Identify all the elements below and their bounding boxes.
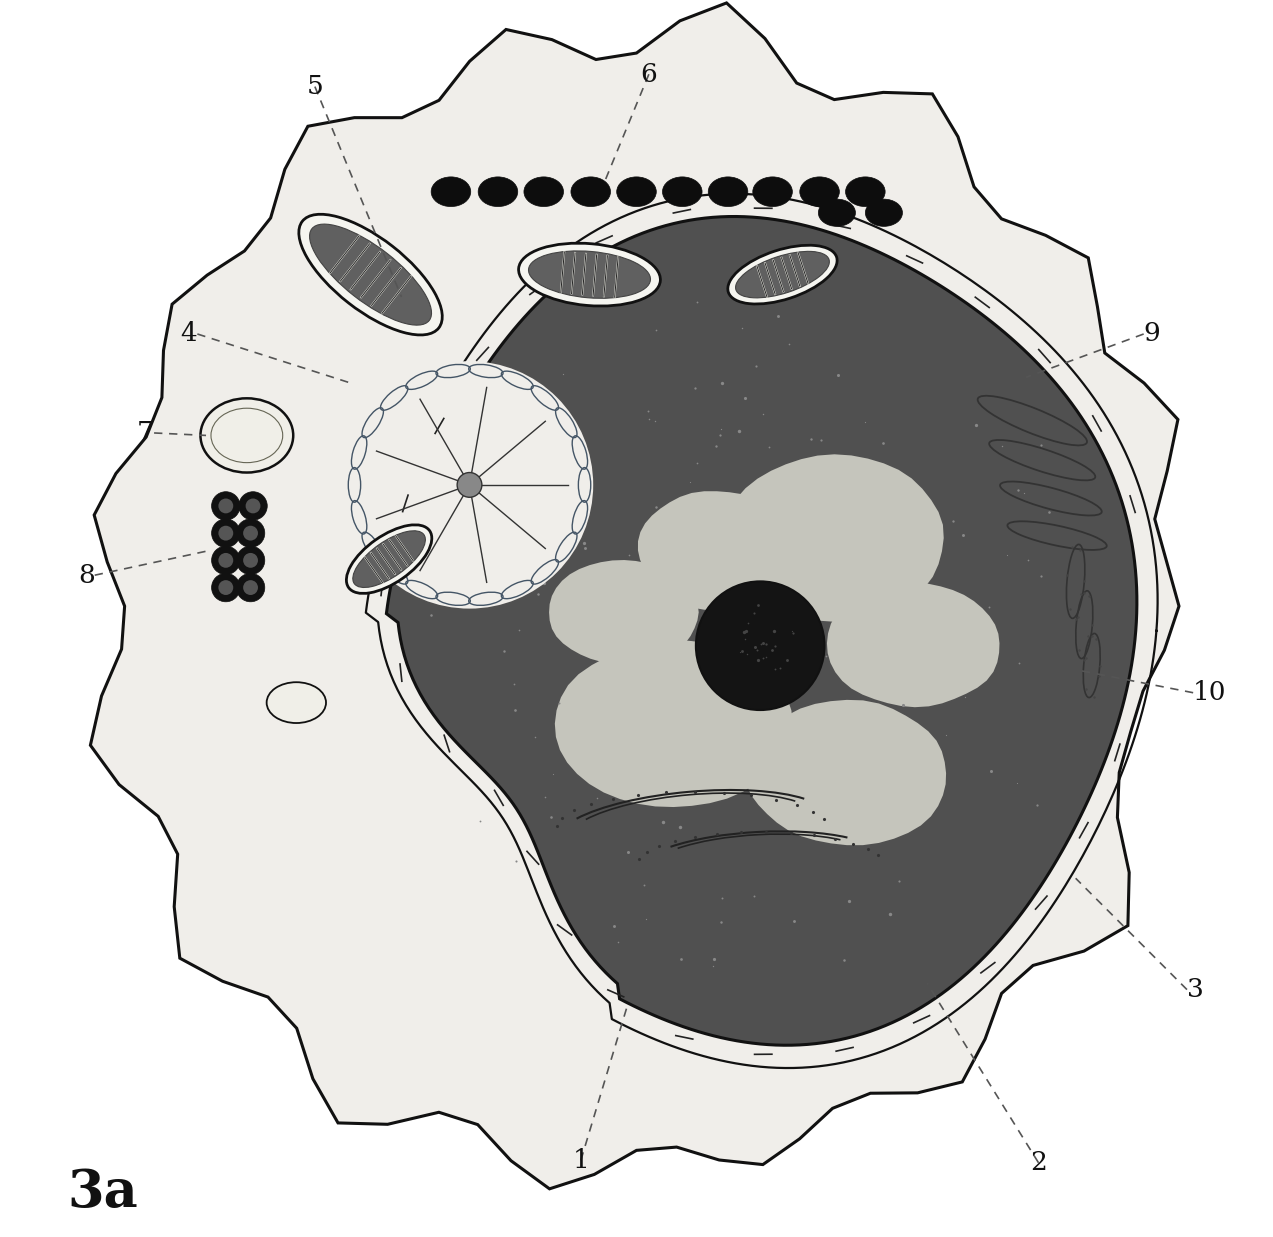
Text: 8: 8 (78, 563, 94, 588)
Text: 7: 7 (137, 421, 154, 445)
Polygon shape (90, 2, 1179, 1189)
Ellipse shape (570, 177, 611, 207)
Ellipse shape (200, 398, 293, 473)
Ellipse shape (528, 251, 651, 298)
Circle shape (211, 491, 241, 520)
Polygon shape (724, 454, 943, 622)
Ellipse shape (432, 177, 471, 207)
Circle shape (211, 520, 241, 548)
Circle shape (219, 580, 233, 595)
Ellipse shape (866, 199, 903, 226)
Circle shape (219, 553, 233, 568)
Polygon shape (638, 491, 797, 610)
Ellipse shape (479, 177, 518, 207)
Ellipse shape (616, 177, 657, 207)
Ellipse shape (518, 244, 661, 306)
Text: 3a: 3a (67, 1168, 139, 1218)
Circle shape (696, 581, 825, 710)
Text: 1: 1 (573, 1148, 589, 1173)
Polygon shape (746, 700, 946, 845)
Circle shape (211, 547, 241, 574)
Text: 5: 5 (307, 74, 323, 99)
Text: 4: 4 (181, 322, 197, 346)
Polygon shape (827, 581, 999, 708)
Circle shape (237, 573, 265, 601)
Ellipse shape (845, 177, 885, 207)
Ellipse shape (752, 177, 792, 207)
Ellipse shape (353, 531, 425, 588)
Circle shape (219, 526, 233, 541)
Circle shape (243, 526, 258, 541)
Ellipse shape (799, 177, 839, 207)
Ellipse shape (524, 177, 564, 207)
Polygon shape (387, 216, 1137, 1045)
Ellipse shape (736, 251, 829, 298)
Circle shape (246, 499, 261, 513)
Ellipse shape (662, 177, 703, 207)
Circle shape (211, 573, 241, 601)
Circle shape (346, 361, 593, 609)
Text: 2: 2 (1030, 1150, 1046, 1175)
Text: 3: 3 (1186, 977, 1204, 1002)
Circle shape (219, 499, 233, 513)
Circle shape (243, 580, 258, 595)
Polygon shape (549, 560, 699, 666)
Text: 10: 10 (1193, 680, 1227, 705)
Ellipse shape (266, 683, 326, 722)
Ellipse shape (299, 214, 442, 335)
Text: 6: 6 (640, 62, 657, 87)
Ellipse shape (708, 177, 747, 207)
Ellipse shape (309, 224, 432, 325)
Polygon shape (555, 640, 793, 807)
Circle shape (243, 553, 258, 568)
Ellipse shape (346, 524, 432, 594)
Circle shape (457, 473, 482, 497)
Text: 9: 9 (1143, 322, 1161, 346)
Ellipse shape (819, 199, 855, 226)
Circle shape (237, 520, 265, 548)
Ellipse shape (728, 245, 838, 304)
Circle shape (237, 547, 265, 574)
Circle shape (239, 491, 267, 520)
